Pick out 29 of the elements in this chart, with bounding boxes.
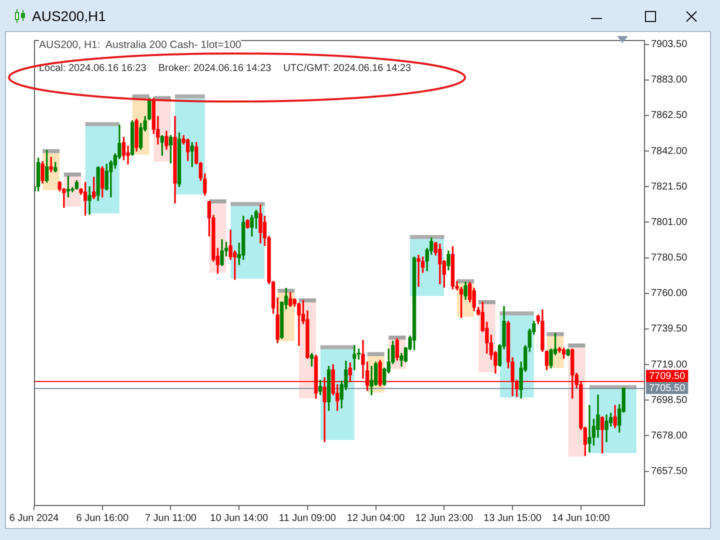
y-tick-label: 7842.00 — [651, 146, 688, 157]
y-tick-label: 7760.00 — [651, 288, 688, 300]
annotation: UTC/GMT: 2024.06.16 14:23 — [283, 63, 412, 74]
x-tick-label: 7 Jun 11:00 — [144, 512, 197, 524]
y-tick-label: 7821.50 — [651, 181, 688, 192]
x-tick-label: 6 Jun 2024 — [9, 512, 60, 524]
x-tick-label: 12 Jun 04:00 — [346, 512, 406, 524]
chart-subtitle: AUS200, H1: Australia 200 Cash- 1lot=100 — [39, 39, 242, 51]
y-tick-label: 7862.50 — [651, 110, 688, 122]
x-tick-label: 13 Jun 15:00 — [484, 512, 542, 524]
y-tick-label: 7780.50 — [651, 252, 688, 264]
y-tick-label: 7678.00 — [651, 430, 688, 442]
y-tick-label: 7739.50 — [651, 324, 688, 335]
y-tick-label: 7698.50 — [651, 394, 688, 406]
x-tick-label: 10 Jun 14:00 — [210, 512, 268, 524]
x-tick-label: 12 Jun 23:00 — [415, 512, 474, 524]
ref-line-label: 7705.50 — [649, 383, 686, 394]
y-tick-label: 7657.50 — [651, 466, 688, 478]
chart-title: AUS200,H1 — [32, 8, 106, 24]
y-tick-label: 7903.50 — [651, 39, 688, 50]
y-tick-label: 7801.00 — [651, 216, 688, 228]
x-tick-label: 14 Jun 10:00 — [552, 512, 610, 524]
x-tick-label: 6 Jun 16:00 — [76, 512, 129, 524]
y-tick-label: 7883.00 — [651, 74, 688, 86]
y-tick-label: 7719.00 — [651, 359, 688, 370]
x-tick-label: 11 Jun 09:00 — [278, 512, 336, 524]
annotation: Local: 2024.06.16 16:23 — [39, 63, 146, 74]
annotation: Broker: 2024.06.16 14:23 — [158, 63, 272, 74]
ref-line-label: 7709.50 — [649, 371, 686, 382]
